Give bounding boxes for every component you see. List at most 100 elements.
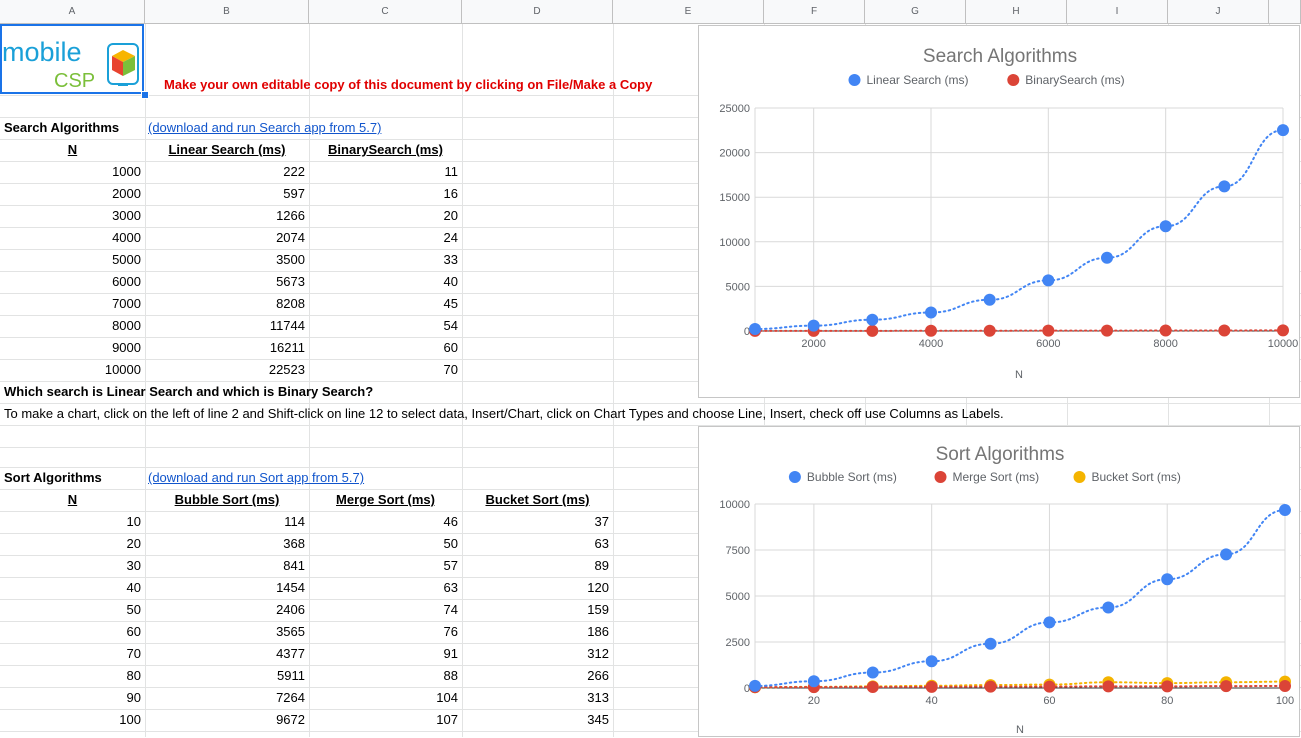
data-point (807, 319, 820, 332)
search-table-cell: 20 (443, 208, 458, 223)
y-tick-label: 5000 (726, 281, 750, 293)
data-point (1042, 274, 1055, 287)
sort-table-cell: 2406 (276, 602, 305, 617)
data-point (1279, 680, 1291, 693)
data-point (983, 293, 996, 306)
search-header-cell: Linear Search (ms) (168, 142, 286, 157)
data-point (1218, 324, 1231, 337)
data-point (1102, 680, 1115, 693)
legend-label: Bubble Sort (ms) (807, 470, 897, 484)
sort-table-cell: 50 (443, 536, 458, 551)
column-header-a[interactable]: A (0, 0, 145, 24)
sort-table-cell: 70 (126, 646, 141, 661)
search-table-cell: 7000 (112, 296, 141, 311)
column-header-f[interactable]: F (764, 0, 865, 24)
grid-row-line (0, 489, 1301, 490)
search-table-cell: 2074 (276, 230, 305, 245)
column-header-c[interactable]: C (309, 0, 462, 24)
grid-row-line (0, 95, 1301, 96)
data-point (1218, 180, 1231, 193)
y-tick-label: 5000 (726, 591, 750, 603)
sort-table-cell: 7264 (276, 690, 305, 705)
sort-algorithms-chart[interactable]: Sort Algorithms Bubble Sort (ms) Merge Sor… (698, 426, 1300, 737)
search-header-cell: BinarySearch (ms) (328, 142, 443, 157)
chart-title: Search Algorithms (923, 46, 1077, 67)
legend-label: Bucket Sort (ms) (1092, 470, 1181, 484)
search-algorithms-chart[interactable]: Search Algorithms Linear Search (ms) Binar… (698, 25, 1300, 398)
search-table-cell: 3500 (276, 252, 305, 267)
search-section-title: Search Algorithms (4, 120, 120, 135)
grid-row-line (0, 403, 1301, 404)
copy-notice: Make your own editable copy of this docu… (164, 77, 653, 92)
column-header-d[interactable]: D (462, 0, 613, 24)
grid-row-line (0, 139, 1301, 140)
column-header-h[interactable]: H (966, 0, 1067, 24)
search-app-link[interactable]: (download and run Search app from 5.7) (148, 120, 382, 135)
sort-header-cell: N (67, 492, 78, 507)
data-point (1279, 504, 1291, 517)
sort-app-link[interactable]: (download and run Sort app from 5.7) (148, 470, 365, 485)
logo-text-mobile: mobile (2, 37, 82, 67)
sort-table-cell: 20 (126, 536, 141, 551)
sort-table-cell: 63 (443, 580, 458, 595)
x-axis-title: N (1015, 369, 1023, 381)
sort-table-cell: 10 (126, 514, 141, 529)
column-header-extra[interactable] (1269, 0, 1301, 24)
search-table-cell: 222 (283, 164, 305, 179)
legend-marker-icon (848, 74, 861, 86)
grid-row-line (0, 687, 1301, 688)
grid-row-line (0, 621, 1301, 622)
sort-table-cell: 107 (436, 712, 458, 727)
sort-header-cell: Merge Sort (ms) (336, 492, 435, 507)
grid-row-line (0, 117, 1301, 118)
column-header-e[interactable]: E (613, 0, 764, 24)
search-question: Which search is Linear Search and which … (4, 384, 374, 399)
sort-table-cell: 50 (126, 602, 141, 617)
sort-table-cell: 368 (283, 536, 305, 551)
data-point (1159, 324, 1172, 337)
column-header-g[interactable]: G (865, 0, 966, 24)
data-point (1043, 680, 1056, 693)
x-tick-label: 6000 (1036, 338, 1060, 350)
search-table-cell: 33 (443, 252, 458, 267)
sort-table-cell: 30 (126, 558, 141, 573)
data-point (1161, 680, 1174, 693)
column-header-i[interactable]: I (1067, 0, 1168, 24)
sort-table-cell: 159 (587, 602, 609, 617)
grid-row-line (0, 599, 1301, 600)
sort-table-cell: 80 (126, 668, 141, 683)
y-tick-label: 10000 (719, 499, 750, 511)
grid-row-line (0, 665, 1301, 666)
selection-handle[interactable] (141, 91, 149, 99)
data-point (925, 680, 938, 693)
sort-table-cell: 76 (443, 624, 458, 639)
data-point (984, 680, 997, 693)
chart-canvas: Search Algorithms Linear Search (ms) Binar… (719, 46, 1299, 381)
x-tick-label: 40 (926, 695, 938, 707)
x-tick-label: 10000 (1268, 338, 1299, 350)
grid-column-line (613, 24, 614, 737)
column-header-b[interactable]: B (145, 0, 309, 24)
column-header-j[interactable]: J (1168, 0, 1269, 24)
y-tick-label: 0 (744, 683, 750, 695)
x-tick-label: 100 (1276, 695, 1294, 707)
search-table-cell: 597 (283, 186, 305, 201)
grid-row-line (0, 731, 1301, 732)
grid-row-line (0, 205, 1301, 206)
y-tick-label: 25000 (719, 103, 750, 115)
data-point (925, 655, 938, 668)
search-table-cell: 2000 (112, 186, 141, 201)
data-point (1101, 251, 1113, 264)
search-table-cell: 70 (443, 362, 458, 377)
sort-table-cell: 60 (126, 624, 141, 639)
trendline-merge-sort-ms- (754, 685, 1286, 689)
data-point (866, 324, 879, 337)
data-point (983, 324, 996, 337)
y-tick-label: 20000 (719, 148, 750, 160)
mobile-csp-logo[interactable]: mobile CSP (0, 24, 144, 94)
search-table-cell: 40 (443, 274, 458, 289)
x-tick-label: 20 (808, 695, 820, 707)
grid-row-line (0, 315, 1301, 316)
y-tick-label: 2500 (726, 637, 750, 649)
grid-row-line (0, 577, 1301, 578)
